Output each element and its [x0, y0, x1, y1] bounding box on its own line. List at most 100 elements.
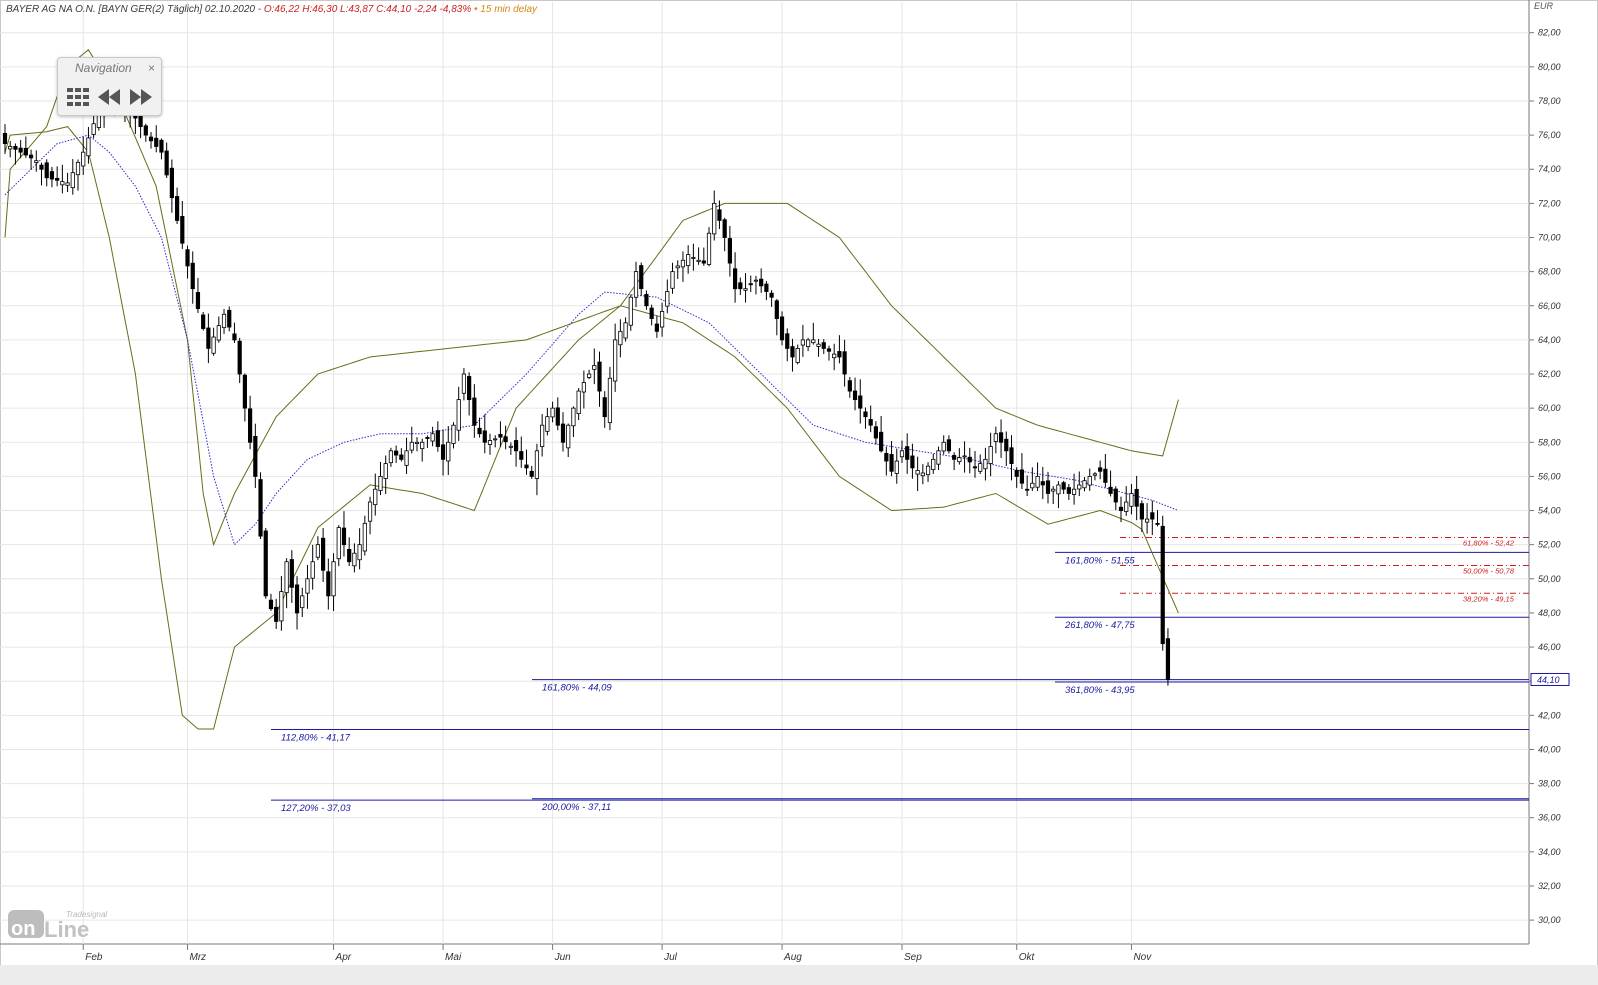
- y-tick-label: 64,00: [1538, 335, 1561, 345]
- x-tick-label: Nov: [1133, 952, 1152, 963]
- candle-up: [993, 433, 998, 442]
- candle-down: [847, 380, 852, 392]
- fast-forward-icon[interactable]: [128, 85, 154, 109]
- candle-down: [201, 314, 206, 329]
- y-tick-label: 54,00: [1538, 506, 1561, 516]
- candlesticks: [2, 89, 1171, 686]
- candle-down: [1103, 468, 1108, 483]
- candle-down: [268, 599, 274, 610]
- candle-up: [1056, 484, 1061, 495]
- candle-up: [1129, 493, 1134, 507]
- candle-up: [75, 162, 81, 176]
- rewind-icon[interactable]: [96, 85, 122, 109]
- y-tick-label: 36,00: [1538, 813, 1561, 823]
- candle-down: [248, 408, 253, 443]
- y-tick-label: 78,00: [1538, 96, 1561, 106]
- candle-up: [91, 123, 96, 135]
- candle-down: [1108, 486, 1113, 494]
- candle-up: [534, 450, 540, 479]
- y-tick-label: 50,00: [1538, 574, 1561, 584]
- candle-down: [774, 300, 779, 319]
- candle-down: [242, 374, 247, 409]
- candle-up: [60, 181, 65, 186]
- candle-down: [1061, 482, 1066, 490]
- candle-up: [795, 348, 800, 363]
- candle-up: [925, 465, 931, 476]
- candle-down: [467, 376, 472, 401]
- svg-text:Tradesignal: Tradesignal: [66, 910, 107, 919]
- candle-up: [920, 472, 925, 477]
- candle-up: [899, 450, 905, 458]
- candle-up: [592, 365, 597, 370]
- candle-up: [34, 160, 39, 163]
- candle-down: [289, 559, 294, 588]
- candle-up: [1092, 473, 1098, 476]
- candle-up: [352, 552, 357, 567]
- grid-menu-icon[interactable]: [66, 85, 92, 109]
- candle-up: [566, 424, 571, 449]
- y-tick-label: 34,00: [1538, 847, 1561, 857]
- fib-label: 112,80% - 41,17: [281, 732, 351, 743]
- candle-up: [550, 407, 555, 418]
- candle-down: [1160, 525, 1165, 645]
- candle-down: [294, 584, 300, 614]
- svg-text:Line: Line: [44, 917, 89, 942]
- y-tick-label: 62,00: [1538, 369, 1561, 379]
- candle-down: [326, 571, 331, 597]
- navigation-panel[interactable]: Navigation ×: [57, 57, 162, 116]
- candle-up: [331, 561, 336, 597]
- candle-down: [821, 342, 826, 349]
- candle-down: [49, 171, 55, 180]
- candle-down: [868, 419, 873, 426]
- candle-up: [446, 441, 451, 462]
- candle-up: [936, 450, 941, 465]
- candle-up: [983, 458, 988, 470]
- candle-down: [863, 411, 868, 418]
- candle-down: [967, 456, 972, 463]
- candle-up: [576, 390, 581, 415]
- candle-down: [169, 167, 174, 199]
- candle-down: [482, 430, 487, 443]
- candle-up: [65, 182, 70, 186]
- candle-up: [357, 544, 362, 561]
- candle-down: [1009, 447, 1014, 465]
- candle-up: [211, 336, 216, 354]
- candle-up: [315, 544, 321, 558]
- candle-up: [456, 399, 461, 431]
- ohlc-quote: O:46,22 H:46,30 L:43,87 C:44,10 -2,24 -4…: [263, 4, 472, 15]
- candle-up: [404, 450, 409, 466]
- candle-down: [195, 291, 201, 310]
- candle-down: [785, 333, 790, 349]
- candle-down: [503, 436, 508, 443]
- candle-down: [952, 455, 957, 460]
- candle-up: [1077, 484, 1082, 490]
- currency-label: EUR: [1534, 1, 1554, 11]
- y-tick-label: 72,00: [1538, 198, 1561, 208]
- candle-up: [336, 527, 341, 560]
- bollinger-bands: [4, 49, 1179, 730]
- candle-down: [174, 196, 180, 221]
- candle-up: [832, 353, 837, 359]
- candle-up: [1051, 488, 1056, 492]
- fib-label: 261,80% - 47,75: [1064, 620, 1135, 631]
- y-tick-label: 68,00: [1538, 267, 1561, 277]
- candle-down: [513, 440, 519, 452]
- candle-up: [1124, 501, 1129, 512]
- candle-down: [1118, 506, 1124, 511]
- candle-down: [258, 479, 263, 537]
- candle-up: [613, 339, 618, 382]
- candle-down: [764, 283, 769, 292]
- candle-down: [1155, 522, 1160, 525]
- x-axis: Feb Mrz Apr Mai Jun Jul Aug Sep Okt Nov: [82, 944, 1152, 963]
- moving-average: [4, 134, 1179, 546]
- candle-down: [55, 177, 60, 181]
- close-icon[interactable]: ×: [147, 61, 155, 75]
- candle-down: [826, 348, 832, 352]
- candle-up: [696, 259, 701, 262]
- candle-up: [675, 265, 680, 269]
- candle-up: [8, 146, 13, 150]
- y-tick-label: 52,00: [1538, 540, 1561, 550]
- candle-down: [477, 427, 482, 435]
